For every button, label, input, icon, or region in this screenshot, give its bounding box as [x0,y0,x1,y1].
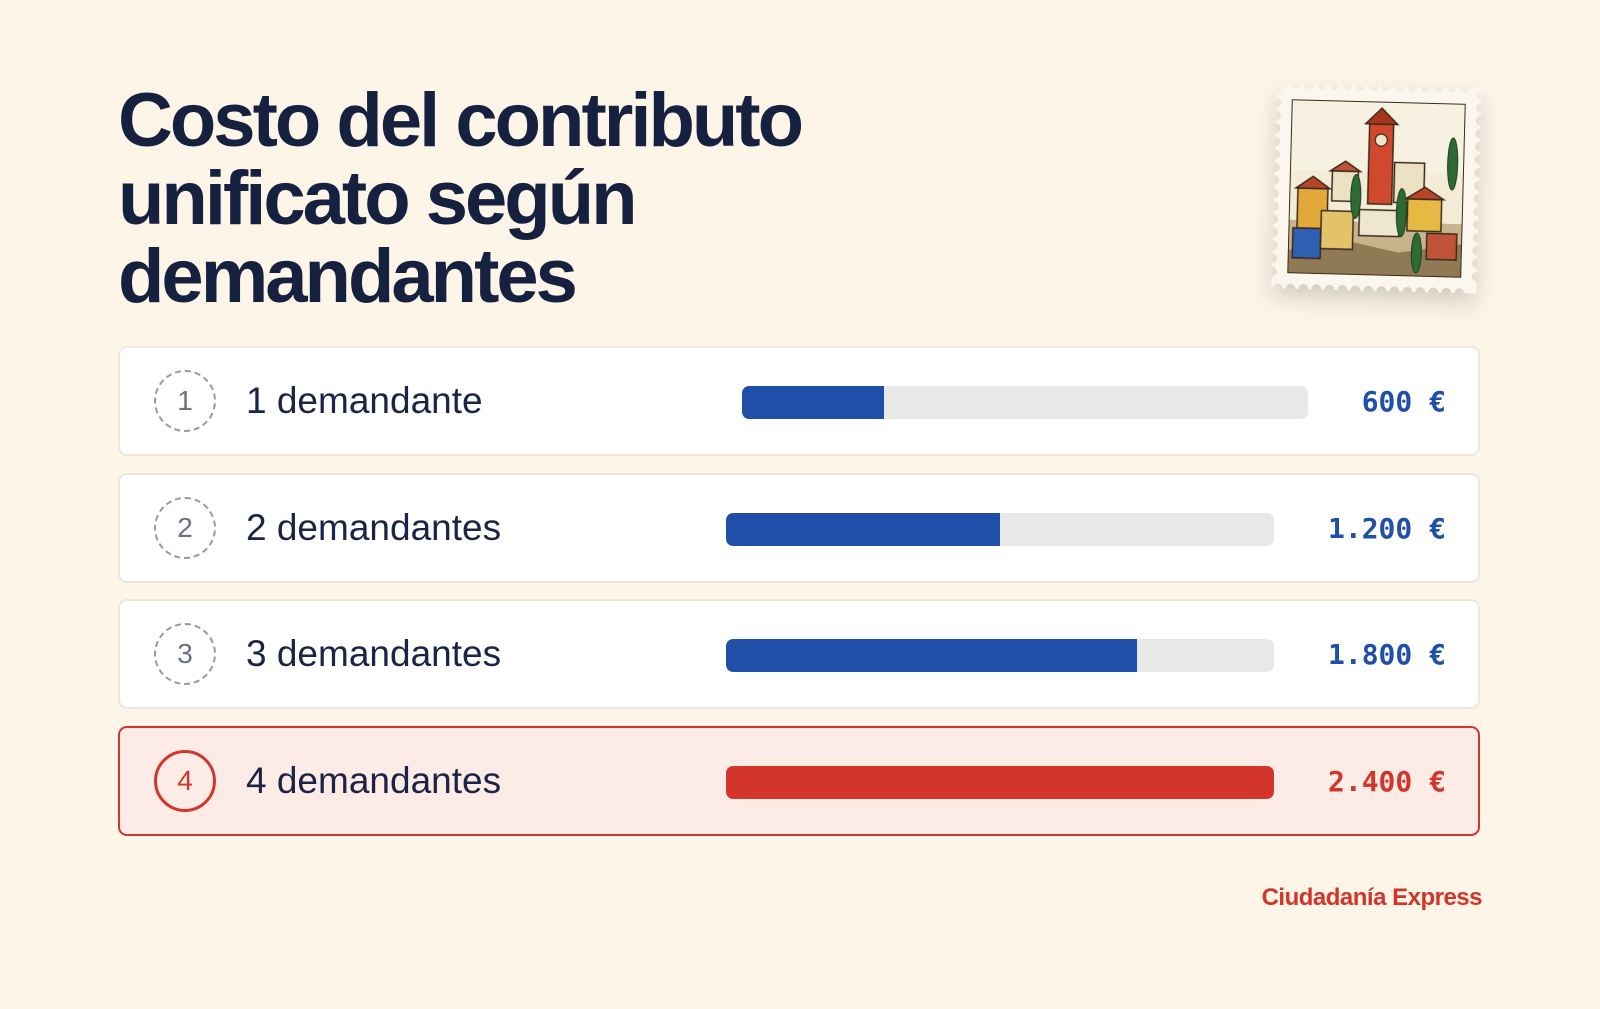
value-label: 1.200 € [1327,512,1446,545]
bar-track [726,766,1274,799]
category-label: 1 demandante [246,380,483,421]
bar-fill [726,639,1137,672]
bar-track [726,513,1274,546]
bar-row: 3 3 demandantes 1.800 € [118,599,1480,709]
value-label: 1.800 € [1327,638,1446,671]
bar-track [726,639,1274,672]
row-index-badge: 2 [154,497,216,559]
row-index-badge: 4 [154,750,216,812]
value-label: 2.400 € [1327,765,1446,798]
bar-row: 4 4 demandantes 2.400 € [118,726,1480,836]
bar-row: 2 2 demandantes 1.200 € [118,473,1480,583]
brand-label: Ciudadanía Express [1261,884,1483,911]
category-label: 4 demandantes [246,760,502,801]
title-line-3: demandantes [118,234,578,319]
row-index-badge: 1 [154,370,216,432]
row-index-badge: 3 [154,623,216,685]
postage-stamp-illustration [1271,83,1482,294]
title-line-1: Costo del contributo [118,78,804,163]
chart-title: Costo del contributo unificato según dem… [118,82,1018,316]
bar-fill [726,513,1000,546]
category-label: 2 demandantes [246,507,502,548]
bar-track [742,386,1308,419]
bar-row: 1 1 demandante 600 € [118,346,1480,456]
category-label: 3 demandantes [246,633,502,674]
bar-fill [742,386,884,419]
bar-fill [726,766,1274,799]
value-label: 600 € [1361,385,1446,418]
title-line-2: unificato según [118,156,638,241]
